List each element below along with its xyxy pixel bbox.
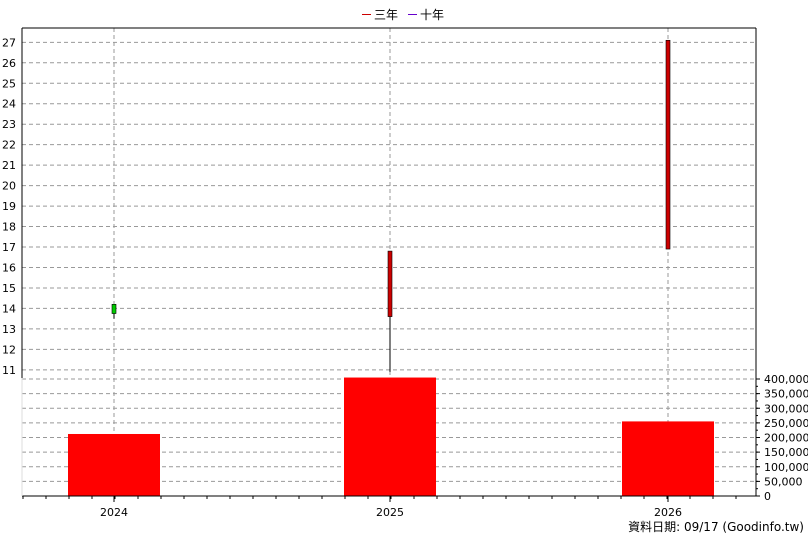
volume-tick-label: 400,000 <box>764 373 808 386</box>
price-tick-label: 15 <box>2 282 16 295</box>
volume-tick-label: 350,000 <box>764 388 808 401</box>
volume-tick-label: 50,000 <box>764 475 803 488</box>
volume-tick-label: 150,000 <box>764 446 808 459</box>
price-tick-label: 18 <box>2 221 16 234</box>
price-tick-label: 24 <box>2 98 16 111</box>
candle-body-2026 <box>665 39 671 250</box>
candles <box>111 39 671 372</box>
price-grid <box>22 28 756 496</box>
candle-body-2025 <box>387 250 393 317</box>
price-tick-label: 14 <box>2 302 16 315</box>
volume-bars <box>68 377 714 496</box>
price-tick-label: 11 <box>2 364 16 377</box>
price-tick-label: 21 <box>2 159 16 172</box>
plot-frame <box>21 27 757 497</box>
x-tick-label-2025: 2025 <box>376 506 404 519</box>
price-tick-label: 27 <box>2 36 16 49</box>
price-tick-label: 22 <box>2 139 16 152</box>
legend-label-1: 十年 <box>420 8 444 22</box>
volume-bar-2026 <box>622 421 714 496</box>
price-tick-label: 17 <box>2 241 16 254</box>
volume-tick-label: 100,000 <box>764 461 808 474</box>
x-tick-label-2024: 2024 <box>100 506 128 519</box>
price-tick-label: 26 <box>2 57 16 70</box>
volume-tick-label: 200,000 <box>764 432 808 445</box>
candle-body-2024 <box>111 304 117 314</box>
price-tick-label: 16 <box>2 261 16 274</box>
price-tick-label: 23 <box>2 118 16 131</box>
footer-source: 資料日期: 09/17 (Goodinfo.tw) <box>628 520 804 534</box>
price-tick-label: 25 <box>2 77 16 90</box>
price-tick-label: 19 <box>2 200 16 213</box>
volume-tick-label: 0 <box>764 490 771 503</box>
price-tick-label: 13 <box>2 323 16 336</box>
x-tick-label-2026: 2026 <box>654 506 682 519</box>
volume-bar-2024 <box>68 433 160 496</box>
x-axis-ticks: 2024 2025 2026 <box>22 496 737 519</box>
price-tick-label: 12 <box>2 343 16 356</box>
price-axis-ticks: 11 12 13 14 15 16 17 18 19 20 21 22 23 24 25 26 27 <box>2 36 16 376</box>
legend-label-0: 三年 <box>374 8 398 22</box>
volume-bar-2025 <box>344 377 436 496</box>
price-tick-label: 20 <box>2 180 16 193</box>
volume-tick-label: 250,000 <box>764 417 808 430</box>
volume-tick-label: 300,000 <box>764 402 808 415</box>
legend: 三年 十年 <box>362 8 444 22</box>
